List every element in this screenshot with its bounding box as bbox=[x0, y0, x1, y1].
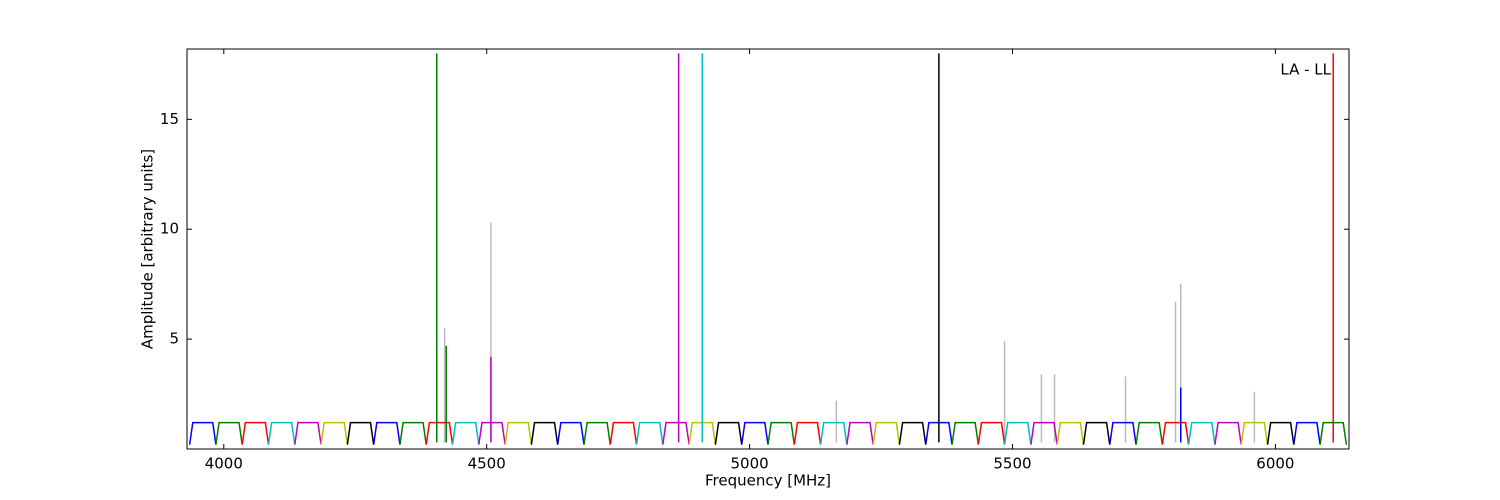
series-line bbox=[241, 421, 1190, 445]
x-tick-label: 6000 bbox=[1256, 455, 1294, 473]
y-tick-label: 15 bbox=[160, 110, 179, 128]
series-line bbox=[346, 421, 1295, 445]
y-axis-label: Amplitude [arbitrary units] bbox=[139, 149, 157, 349]
y-tick-label: 10 bbox=[160, 220, 179, 238]
x-axis-label: Frequency [MHz] bbox=[705, 472, 831, 490]
x-tick-label: 5000 bbox=[731, 455, 769, 473]
plot-frame bbox=[186, 48, 1350, 450]
series-line bbox=[188, 421, 1321, 445]
x-tick-label: 4500 bbox=[468, 455, 506, 473]
series-line bbox=[267, 421, 1216, 445]
series-line bbox=[294, 421, 1242, 445]
x-tick-label: 5500 bbox=[993, 455, 1031, 473]
series-line bbox=[443, 222, 1256, 443]
x-tick-label: 4000 bbox=[205, 455, 243, 473]
annotation: LA - LL bbox=[1280, 61, 1331, 79]
y-tick-label: 5 bbox=[169, 330, 179, 348]
series-line bbox=[215, 421, 1348, 445]
series-line bbox=[490, 53, 680, 443]
series-line bbox=[436, 53, 447, 443]
